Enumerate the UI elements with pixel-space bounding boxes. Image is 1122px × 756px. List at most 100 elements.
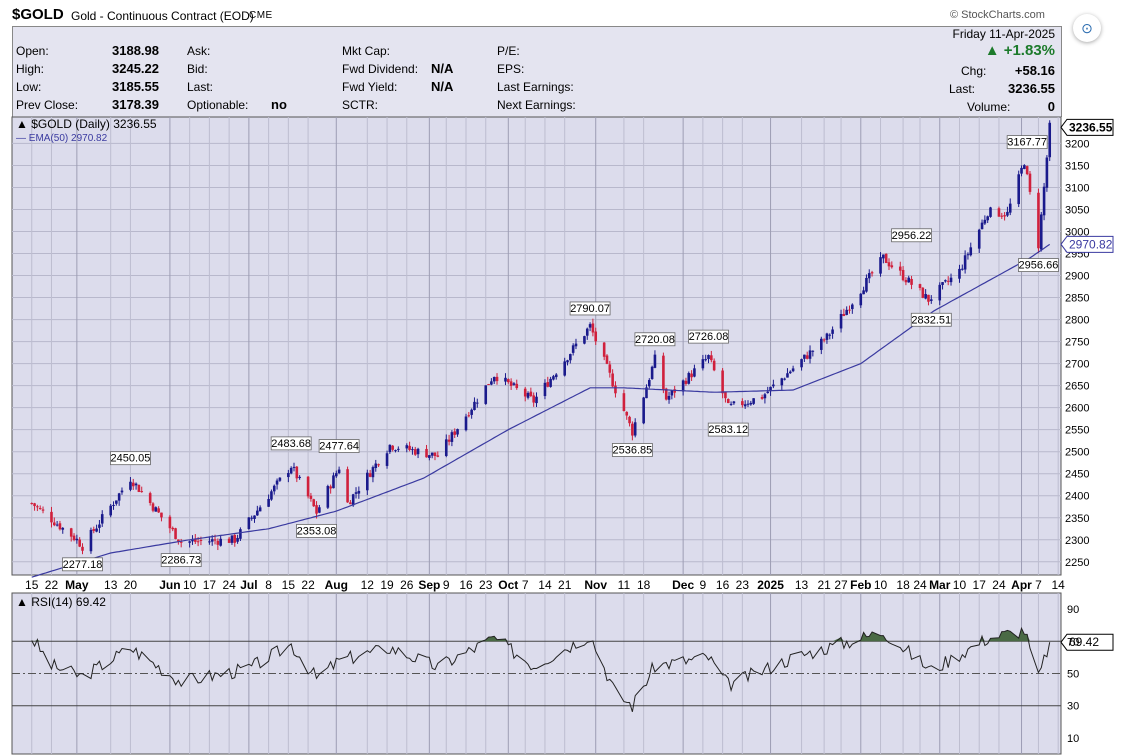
- candle-body: [664, 388, 668, 400]
- candle-body: [98, 524, 101, 528]
- price-plot-background: [11, 116, 1062, 576]
- candle-body: [38, 508, 42, 510]
- price-annotation: 2956.66: [1019, 260, 1059, 272]
- candle-body: [805, 355, 809, 359]
- candle-body: [867, 273, 871, 279]
- candle-body: [58, 523, 62, 530]
- candle-body: [642, 397, 645, 424]
- fwd-yield-label: Fwd Yield:: [342, 80, 398, 94]
- candle-body: [129, 481, 132, 490]
- candle-body: [732, 401, 736, 404]
- candle-body: [332, 475, 335, 489]
- candle-body: [213, 539, 217, 541]
- candle-body: [230, 535, 234, 543]
- ema-value-callout-box: [1060, 235, 1114, 253]
- candle-body: [117, 493, 121, 501]
- last-price-callout-box: [1060, 118, 1114, 136]
- exchange-label: CME: [249, 10, 273, 21]
- x-tick-label: 27: [834, 578, 848, 592]
- volume-value: 0: [1047, 99, 1055, 114]
- candle-body: [673, 389, 676, 393]
- candle-body: [377, 464, 380, 466]
- candle-body: [160, 512, 163, 518]
- price-annotation-box: [707, 422, 749, 437]
- rsi-value-callout: 69.42: [1069, 635, 1099, 649]
- fwd-dividend-label: Fwd Dividend:: [342, 62, 419, 76]
- candle-body: [36, 506, 39, 508]
- candle-body: [786, 373, 789, 378]
- candle-body: [41, 509, 45, 511]
- candle-body: [569, 354, 572, 361]
- candle-body: [507, 379, 510, 383]
- candle-body: [588, 324, 592, 328]
- candle-body: [467, 415, 471, 417]
- candle-body: [887, 262, 891, 267]
- price-annotation: 2477.64: [319, 441, 359, 453]
- last-price-callout: 3236.55: [1069, 120, 1113, 134]
- candle-body: [337, 469, 341, 474]
- x-tick-label: 13: [795, 578, 809, 592]
- candle-body: [859, 293, 863, 306]
- price-annotation: 2483.68: [271, 438, 311, 450]
- candle-body: [523, 388, 527, 397]
- candle-body: [535, 396, 538, 404]
- candle-body: [425, 448, 428, 458]
- candle-body: [769, 386, 772, 392]
- candle-body: [803, 354, 806, 359]
- candle-body: [746, 403, 750, 405]
- candle-body: [416, 448, 420, 455]
- candle-body: [963, 255, 967, 270]
- candle-body: [611, 373, 614, 387]
- candle-body: [109, 505, 112, 516]
- x-tick-label: Jul: [240, 578, 257, 592]
- volume-label: Volume:: [967, 100, 1011, 114]
- x-tick-label: Oct: [498, 578, 518, 592]
- candle-body: [453, 431, 457, 435]
- candle-body: [721, 370, 724, 394]
- candle-body: [526, 392, 530, 398]
- x-tick-label: 7: [1035, 578, 1042, 592]
- price-grid: 2250230023502400245025002550260026502700…: [11, 116, 1089, 755]
- candle-body: [977, 229, 981, 249]
- pe-label: P/E:: [497, 44, 520, 58]
- candle-body: [397, 448, 400, 450]
- x-tick-label: 23: [736, 578, 750, 592]
- candle-body: [825, 333, 829, 340]
- candle-body: [1028, 173, 1032, 192]
- candle-body: [50, 511, 53, 523]
- price-annotation-box: [569, 301, 611, 316]
- candle-body: [193, 538, 197, 542]
- candle-body: [100, 514, 104, 524]
- candle-body: [151, 503, 155, 511]
- candle-body: [447, 439, 451, 442]
- visual-search-button[interactable]: ⊙: [1073, 14, 1101, 42]
- candle-body: [772, 384, 775, 387]
- candle-body: [831, 329, 834, 334]
- x-tick-label: 12: [361, 578, 375, 592]
- price-tick-label: 2700: [1065, 359, 1089, 371]
- candle-body: [898, 266, 902, 271]
- candle-body: [918, 284, 922, 288]
- change-percent: ▲ +1.83%: [984, 42, 1055, 59]
- candle-body: [690, 373, 693, 378]
- x-tick-label: 21: [817, 578, 831, 592]
- candle-body: [298, 476, 301, 479]
- ema-line: [31, 243, 1051, 578]
- candle-body: [667, 395, 671, 400]
- candle-body: [148, 493, 152, 504]
- x-tick-label: 18: [896, 578, 910, 592]
- x-axis: 15 22 May 13 20 Jun 10 17 24 Jul 8 15 22 Aug 12 19 26 Sep…: [25, 578, 1065, 592]
- candle-body: [329, 486, 332, 489]
- x-tick-label: 16: [459, 578, 473, 592]
- candle-body: [529, 391, 533, 396]
- price-tick-label: 3050: [1065, 204, 1089, 216]
- candle-body: [171, 527, 175, 530]
- candle-body: [484, 385, 488, 404]
- candle-body: [388, 444, 392, 453]
- price-legend-main: ▲ $GOLD (Daily) 3236.55: [16, 117, 157, 131]
- candle-body: [134, 483, 138, 486]
- x-tick-label: 17: [203, 578, 217, 592]
- rsi-tick-label: 50: [1067, 669, 1079, 681]
- candle-body: [30, 503, 34, 505]
- x-tick-label: 10: [183, 578, 197, 592]
